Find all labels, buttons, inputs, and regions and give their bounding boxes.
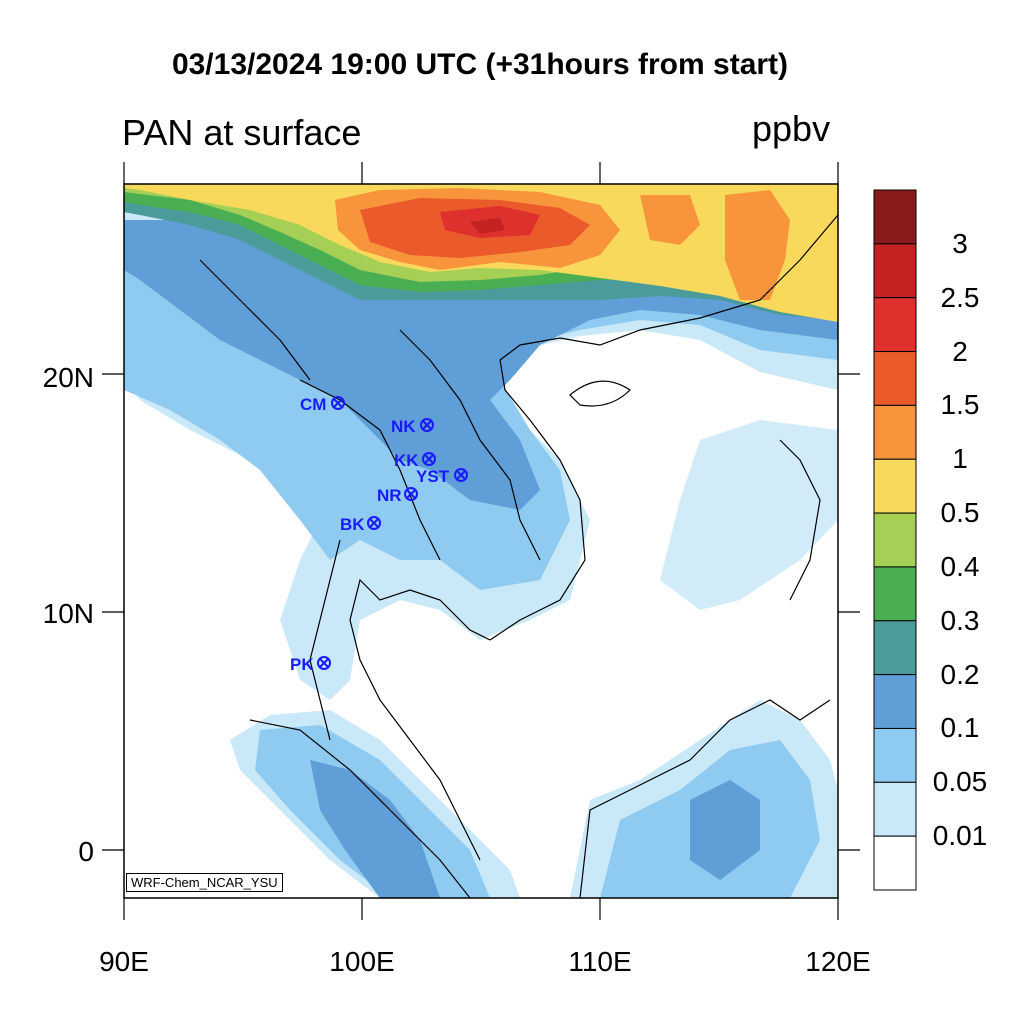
colorbar-level-label: 1.5 — [940, 389, 980, 421]
lat-label-0: 0 — [78, 836, 94, 867]
unit-label: ppbv — [752, 108, 831, 149]
colorbar-swatch-12 — [873, 835, 917, 891]
station-label-bk: BK — [340, 515, 365, 534]
lat-label-20n: 20N — [42, 362, 94, 393]
colorbar-swatch-8 — [873, 620, 917, 676]
colorbar-swatch-0 — [873, 189, 917, 245]
map-frame — [123, 183, 839, 899]
south-china-coast — [499, 214, 838, 361]
colorbar-swatch-6 — [873, 512, 917, 568]
hainan-coast — [569, 380, 631, 407]
field-sumatra-01 — [310, 760, 440, 898]
colorbar-level-label: 0.1 — [940, 712, 980, 744]
station-cm[interactable]: CM — [300, 395, 345, 414]
station-bk[interactable]: BK — [340, 515, 381, 534]
colorbar-swatch-11 — [873, 781, 917, 837]
station-label-kk: KK — [394, 451, 419, 470]
field-east-001 — [660, 420, 838, 610]
colorbar-swatch-5 — [873, 458, 917, 514]
colorbar-level-label: 0.2 — [940, 658, 980, 690]
lon-label-110e: 110E — [568, 946, 632, 977]
colorbar-level-label: 1 — [952, 443, 968, 475]
station-label-nr: NR — [377, 486, 402, 505]
field-level-15-c — [640, 195, 700, 245]
colorbar-swatch-10 — [873, 727, 917, 783]
colorbar-level-label: 0.05 — [932, 766, 988, 798]
colorbar-level-label: 2 — [952, 335, 968, 367]
gulf-thailand-coast — [349, 578, 491, 861]
colorbar-level-label: 0.4 — [940, 550, 980, 582]
country-border-2 — [399, 329, 541, 561]
colorbar — [873, 189, 917, 891]
philippines-coast — [779, 439, 821, 601]
myanmar-coast — [309, 539, 341, 741]
lat-label-10n: 10N — [42, 598, 94, 629]
colorbar-level-label: 0.01 — [932, 820, 988, 852]
variable-label: PAN at surface — [122, 112, 362, 153]
lon-label-90e: 90E — [99, 946, 149, 977]
station-kk[interactable]: KK — [394, 451, 436, 470]
station-label-nk: NK — [391, 417, 416, 436]
model-credit: WRF-Chem_NCAR_YSU — [126, 873, 283, 892]
coastlines — [199, 214, 838, 898]
colorbar-swatch-9 — [873, 674, 917, 729]
colorbar-swatch-2 — [873, 297, 917, 353]
colorbar-level-label: 3 — [952, 227, 968, 259]
colorbar-level-label: 0.3 — [940, 604, 980, 636]
station-nr[interactable]: NR — [377, 486, 418, 505]
colorbar-swatch-4 — [873, 404, 917, 460]
lon-label-120e: 120E — [805, 946, 871, 977]
station-markers: CM NK KK YST NR BK P — [290, 395, 468, 674]
station-label-cm: CM — [300, 395, 326, 414]
colorbar-swatch-7 — [873, 566, 917, 622]
station-nk[interactable]: NK — [391, 417, 434, 436]
map-title: 03/13/2024 19:00 UTC (+31hours from star… — [171, 48, 789, 81]
field-borneo-01 — [690, 780, 760, 880]
country-border-1 — [299, 379, 441, 561]
sumatra-coast — [249, 719, 471, 898]
axis-ticks — [102, 162, 860, 920]
colorbar-swatch-1 — [873, 243, 917, 299]
field-level-3 — [470, 218, 505, 234]
map-field — [124, 184, 838, 898]
field-level-15-b — [725, 190, 790, 300]
station-label-yst: YST — [416, 467, 450, 486]
colorbar-swatch-3 — [873, 351, 917, 406]
station-label-pk: PK — [290, 655, 314, 674]
borneo-coast — [579, 699, 831, 898]
colorbar-level-label: 0.5 — [940, 497, 980, 529]
station-pk[interactable]: PK — [290, 655, 331, 674]
station-yst[interactable]: YST — [416, 467, 468, 486]
country-border-3 — [199, 259, 311, 381]
lon-label-100e: 100E — [329, 946, 395, 977]
vietnam-coast — [489, 359, 586, 641]
colorbar-level-label: 2.5 — [940, 281, 980, 313]
